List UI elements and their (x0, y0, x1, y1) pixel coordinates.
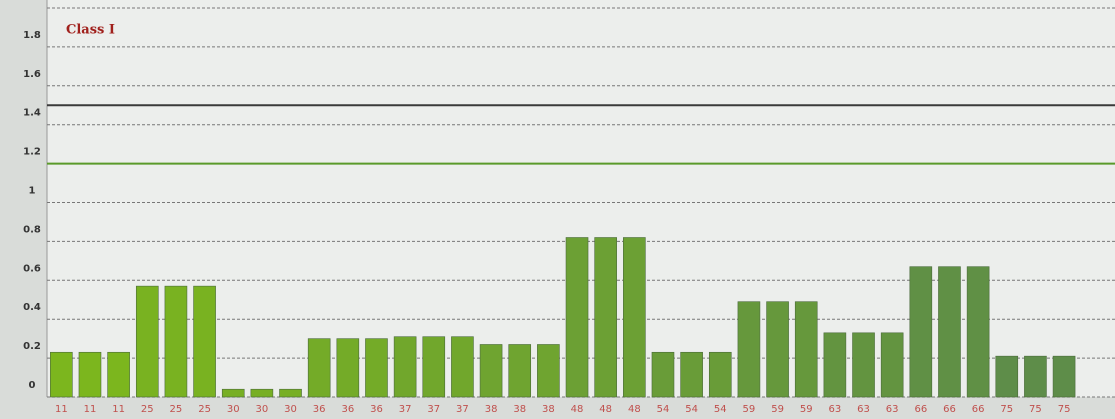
bar (995, 355, 1019, 398)
x-tick-label: 37 (399, 404, 412, 415)
x-tick-label: 30 (256, 404, 269, 415)
x-tick-label: 59 (743, 404, 756, 415)
bar (537, 344, 560, 398)
x-tick-label: 38 (485, 404, 498, 415)
bar (852, 332, 875, 398)
bar (221, 388, 245, 398)
x-tick-label: 37 (456, 404, 469, 415)
chart-title: Class I (66, 23, 115, 38)
bar (1024, 355, 1047, 398)
bar (880, 332, 904, 398)
bar (623, 237, 646, 398)
y-tick-label: 2 (29, 0, 36, 2)
x-tick-label: 63 (829, 404, 842, 415)
bar (966, 266, 990, 398)
y-tick-label: 0.8 (23, 224, 41, 235)
x-tick-label: 54 (657, 404, 670, 415)
x-tick-label: 75 (1000, 404, 1013, 415)
x-tick-label: 48 (571, 404, 584, 415)
bar (78, 351, 102, 398)
x-tick-label: 11 (112, 404, 125, 415)
x-tick-label: 37 (427, 404, 440, 415)
bar (451, 336, 474, 398)
x-tick-label: 75 (1029, 404, 1042, 415)
bar (279, 388, 302, 398)
x-tick-label: 36 (370, 404, 383, 415)
x-tick-label: 54 (714, 404, 727, 415)
x-tick-label: 25 (141, 404, 154, 415)
x-tick-label: 38 (513, 404, 526, 415)
bar (135, 285, 159, 398)
x-tick-label: 59 (800, 404, 813, 415)
x-tick-label: 36 (341, 404, 354, 415)
bar (794, 301, 818, 398)
y-tick-label: 1.6 (23, 69, 41, 80)
y-tick-label: 0 (29, 380, 36, 391)
bar (508, 344, 532, 398)
x-tick-label: 63 (857, 404, 870, 415)
y-tick-label: 1.2 (23, 147, 41, 158)
y-tick-label: 1.8 (23, 30, 41, 41)
y-tick-label: 0.6 (23, 263, 41, 274)
x-tick-label: 59 (771, 404, 784, 415)
x-tick-label: 38 (542, 404, 555, 415)
x-tick-label: 48 (599, 404, 612, 415)
x-tick-label: 11 (84, 404, 97, 415)
x-tick-label: 63 (886, 404, 899, 415)
bar (565, 237, 589, 398)
x-tick-label: 11 (55, 404, 68, 415)
bar (909, 266, 933, 398)
bar (50, 351, 73, 398)
bar (365, 338, 388, 398)
bar (193, 285, 216, 398)
bar (708, 351, 732, 398)
bar (164, 285, 188, 398)
bar (479, 344, 503, 398)
y-tick-label: 1 (29, 186, 36, 197)
x-tick-label: 66 (943, 404, 956, 415)
bar (307, 338, 331, 398)
bar (680, 351, 703, 398)
y-tick-label: 1.4 (23, 108, 41, 119)
x-tick-label: 25 (170, 404, 183, 415)
bar (651, 351, 675, 398)
x-tick-label: 36 (313, 404, 326, 415)
bar (336, 338, 360, 398)
y-tick-label: 0.4 (23, 302, 41, 313)
bar (107, 351, 130, 398)
x-tick-label: 25 (198, 404, 211, 415)
x-tick-label: 54 (685, 404, 698, 415)
y-tick-label: 0.2 (23, 341, 41, 352)
x-tick-label: 48 (628, 404, 641, 415)
x-tick-label: 30 (227, 404, 240, 415)
bar (422, 336, 446, 398)
bar (938, 266, 961, 398)
bar (594, 237, 617, 398)
bar (1052, 355, 1076, 398)
x-tick-label: 66 (914, 404, 927, 415)
bar (393, 336, 417, 398)
bar (823, 332, 847, 398)
bar (766, 301, 789, 398)
x-tick-label: 66 (972, 404, 985, 415)
bar (737, 301, 761, 398)
x-tick-label: 30 (284, 404, 297, 415)
x-tick-label: 75 (1058, 404, 1071, 415)
bar (250, 388, 274, 398)
